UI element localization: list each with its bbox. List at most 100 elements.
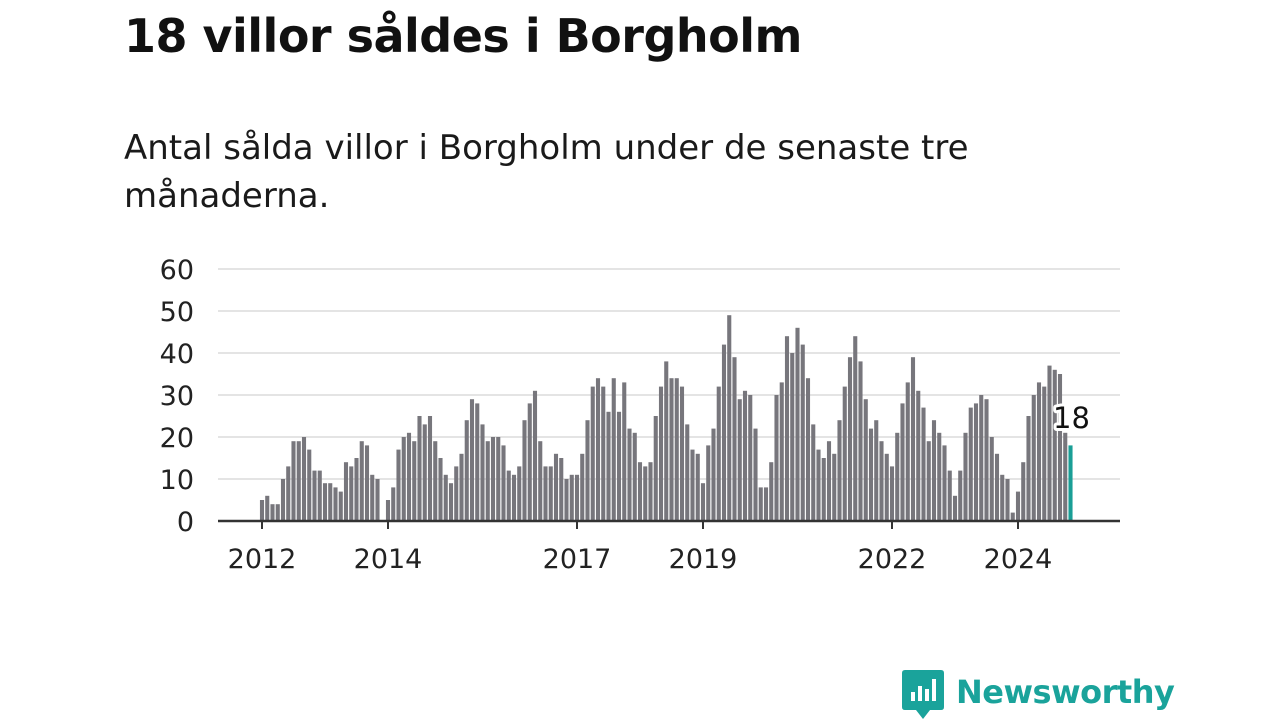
bar: [816, 449, 821, 521]
bar: [874, 420, 879, 521]
bar: [385, 500, 391, 521]
bar: [280, 479, 286, 521]
bar: [375, 479, 380, 521]
bar: [847, 357, 853, 521]
bar: [1063, 432, 1068, 521]
bar: [842, 386, 847, 521]
bar: [469, 399, 475, 521]
bar: [538, 441, 543, 521]
bar: [832, 453, 837, 521]
bar: [821, 458, 826, 521]
bar: [989, 437, 994, 521]
bar: [391, 487, 396, 521]
bar: [611, 378, 616, 521]
bar: [585, 420, 590, 521]
bar: [632, 432, 637, 521]
bar: [931, 420, 937, 521]
bar: [564, 479, 569, 521]
bar: [480, 424, 485, 521]
bar: [963, 432, 968, 521]
bar: [1015, 491, 1021, 521]
x-tick-label: 2022: [858, 544, 927, 575]
bar: [879, 441, 884, 521]
bar: [606, 411, 611, 521]
bar: [895, 432, 900, 521]
bar: [464, 420, 469, 521]
bar: [322, 483, 328, 521]
bar: [884, 453, 889, 521]
bar: [490, 437, 496, 521]
bar: [800, 344, 805, 521]
bar: [858, 361, 863, 521]
bar: [559, 458, 564, 521]
y-tick-label: 40: [160, 339, 194, 370]
bar: [270, 504, 275, 521]
bar: [1000, 474, 1005, 521]
bar: [905, 382, 910, 521]
bar: [569, 474, 574, 521]
bar: [695, 453, 700, 521]
annotations: 18: [1050, 398, 1093, 438]
bar: [275, 504, 280, 521]
bar: [973, 403, 979, 521]
x-tick-label: 2024: [984, 544, 1053, 575]
bar: [506, 470, 511, 521]
bar: [338, 491, 343, 521]
bars: [259, 315, 1073, 521]
bar: [427, 416, 433, 521]
bar: [937, 432, 942, 521]
bar: [811, 424, 816, 521]
bar: [532, 390, 538, 521]
bar: [517, 466, 522, 521]
bar: [359, 441, 364, 521]
bar: [790, 353, 795, 521]
bar: [1031, 395, 1036, 521]
bar: [485, 441, 490, 521]
bar: [307, 449, 312, 521]
bar: [700, 483, 706, 521]
bar: [1021, 462, 1026, 521]
bar: [910, 357, 916, 521]
bar: [601, 386, 606, 521]
x-tick-label: 2017: [543, 544, 612, 575]
bar: [459, 453, 464, 521]
bar: [333, 487, 338, 521]
bar: [805, 378, 811, 521]
bar: [265, 495, 270, 521]
bar: [984, 399, 989, 521]
bar: [674, 378, 679, 521]
bar: [889, 466, 895, 521]
x-axis-labels: 2012 2014 2017 2019 2022 2024: [228, 544, 1053, 575]
bar: [795, 327, 800, 521]
bar: [354, 458, 359, 521]
bar: [406, 432, 412, 521]
bar: [396, 449, 401, 521]
bar: [690, 449, 695, 521]
y-tick-label: 10: [160, 465, 194, 496]
bar: [685, 424, 690, 521]
bar: [968, 407, 973, 521]
bar: [454, 466, 459, 521]
y-tick-label: 30: [160, 381, 194, 412]
bar: [1042, 386, 1047, 521]
bar: [522, 420, 527, 521]
bar: [748, 395, 753, 521]
brand-logo: Newsworthy: [902, 670, 1175, 720]
bar: [721, 344, 727, 521]
bar: [679, 386, 685, 521]
bar: [784, 336, 790, 521]
bar: [669, 378, 674, 521]
bar: [496, 437, 501, 521]
bar: [291, 441, 296, 521]
chart-subtitle: Antal sålda villor i Borgholm under de s…: [124, 128, 969, 216]
bar: [658, 386, 664, 521]
bar: [732, 357, 737, 521]
bar: [438, 458, 443, 521]
bar: [622, 382, 627, 521]
bar: [753, 428, 758, 521]
bar-chart: 0 10 20 30 40 50 60 2012 2014 2017 2019 2022 2024 1…: [160, 255, 1120, 575]
bar: [448, 483, 454, 521]
bar: [926, 441, 931, 521]
bar: [979, 395, 984, 521]
bar: [301, 437, 307, 521]
